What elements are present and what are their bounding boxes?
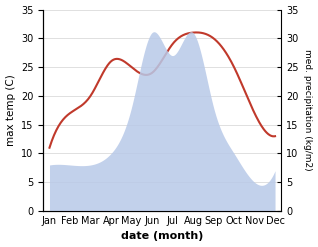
Y-axis label: med. precipitation (kg/m2): med. precipitation (kg/m2) [303, 49, 313, 171]
X-axis label: date (month): date (month) [121, 231, 204, 242]
Y-axis label: max temp (C): max temp (C) [5, 74, 16, 146]
